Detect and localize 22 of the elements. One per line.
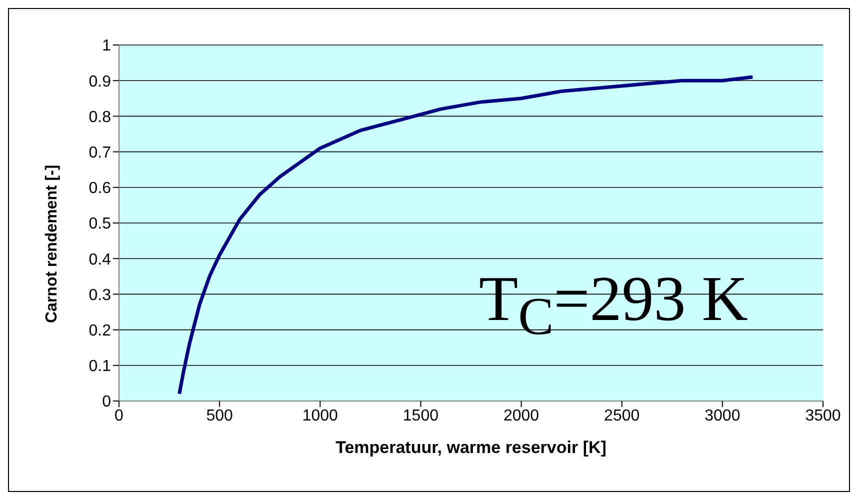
y-tick-label: 0.7 [88,144,112,162]
x-tick-label: 3000 [704,407,740,424]
y-tick-label: 0.6 [88,180,112,198]
y-tick-label: 0.2 [88,322,112,340]
y-tick-label: 0.9 [88,73,112,90]
x-tick-label: 3500 [805,407,841,424]
x-tick-label: 1000 [302,407,338,424]
y-tick-label: 0.3 [88,286,112,304]
x-tick-label: 1500 [402,407,439,424]
y-tick-label: 1 [102,38,112,55]
y-tick-label: 0.1 [88,358,112,376]
line-series [178,75,754,396]
y-tick-label: 0.5 [88,216,112,233]
y-tick-label: 0.4 [88,251,112,268]
y-tick-label: 0.8 [88,108,112,126]
x-tick-label: 2000 [503,407,540,424]
y-axis-title: Carnot rendement [-] [44,164,61,323]
x-tick-label: 2500 [604,407,640,424]
x-tick-label: 500 [206,407,234,424]
x-tick-label: 0 [114,407,124,424]
x-axis-title: Temperatuur, warme reservoir [K] [336,438,606,457]
y-tick-label: 0 [102,394,112,411]
